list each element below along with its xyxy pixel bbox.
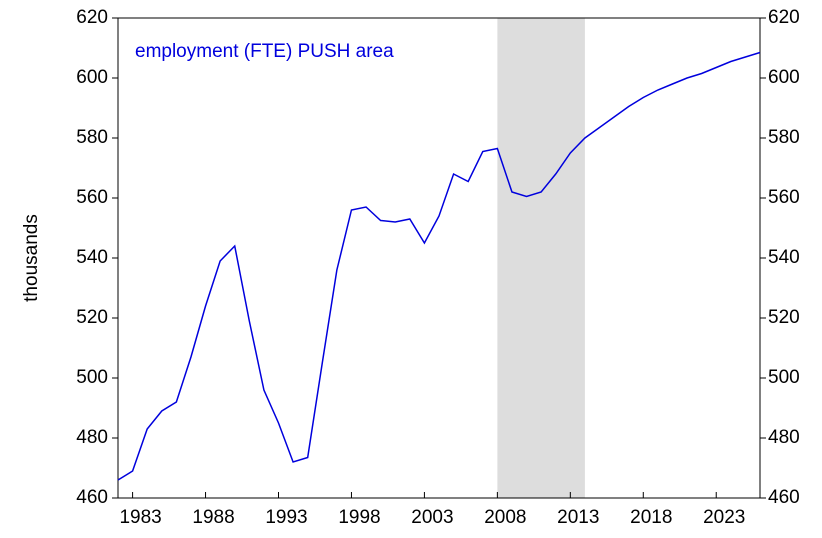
x-tick-label: 2013: [557, 507, 599, 528]
x-tick-label: 1993: [265, 507, 307, 528]
x-tick-label: 2023: [703, 507, 745, 528]
x-tick-label: 2018: [630, 507, 672, 528]
y2-tick-label: 500: [768, 367, 800, 388]
y2-tick-label: 580: [768, 127, 800, 148]
shaded-period: [497, 18, 585, 498]
y-tick-label: 620: [76, 7, 108, 28]
x-tick-label: 1998: [338, 507, 380, 528]
y2-tick-label: 540: [768, 247, 800, 268]
y-tick-label: 560: [76, 187, 108, 208]
y2-tick-label: 460: [768, 487, 800, 508]
y-axis-label: thousands: [21, 214, 42, 302]
y-tick-label: 520: [76, 307, 108, 328]
y-tick-label: 460: [76, 487, 108, 508]
data-line: [117, 51, 761, 481]
y-tick-label: 540: [76, 247, 108, 268]
y-tick-label: 600: [76, 67, 108, 88]
y2-tick-label: 620: [768, 7, 800, 28]
y2-tick-label: 480: [768, 427, 800, 448]
x-tick-label: 2008: [484, 507, 526, 528]
x-tick-label: 1983: [119, 507, 161, 528]
y2-tick-label: 520: [768, 307, 800, 328]
plot-frame: [117, 17, 761, 499]
y-tick-label: 480: [76, 427, 108, 448]
annotation: employment (FTE) PUSH area: [135, 41, 394, 62]
y2-tick-label: 600: [768, 67, 800, 88]
x-tick-label: 1988: [192, 507, 234, 528]
y2-tick-label: 560: [768, 187, 800, 208]
x-tick-label: 2003: [411, 507, 453, 528]
y-tick-label: 500: [76, 367, 108, 388]
y-tick-label: 580: [76, 127, 108, 148]
